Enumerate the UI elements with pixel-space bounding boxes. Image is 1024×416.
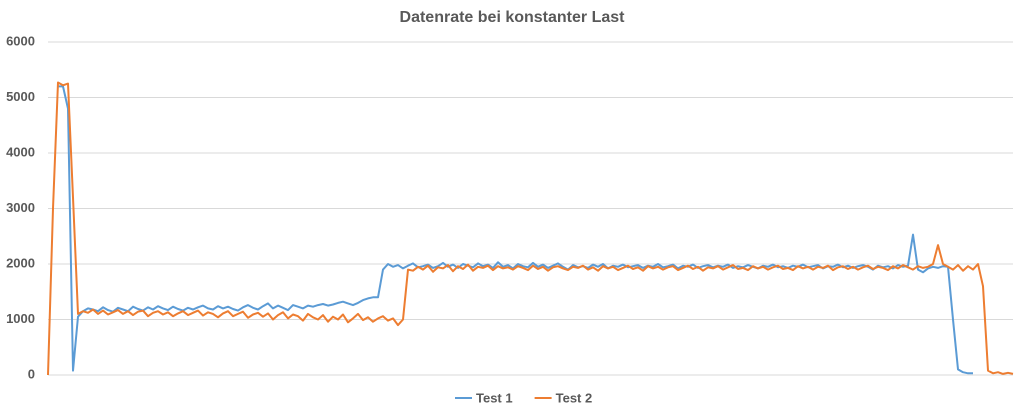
y-tick-label: 1000 [6,311,35,326]
legend-label: Test 1 [476,390,513,405]
y-tick-label: 0 [28,366,35,381]
legend-label: Test 2 [556,390,593,405]
chart-title: Datenrate bei konstanter Last [400,9,626,26]
y-tick-label: 2000 [6,255,35,270]
line [47,81,1014,376]
y-tick-label: 3000 [6,200,35,215]
y-tick-label: 5000 [6,89,35,104]
y-tick-label: 4000 [6,144,35,159]
line [58,85,973,375]
y-tick-label: 6000 [6,33,35,48]
